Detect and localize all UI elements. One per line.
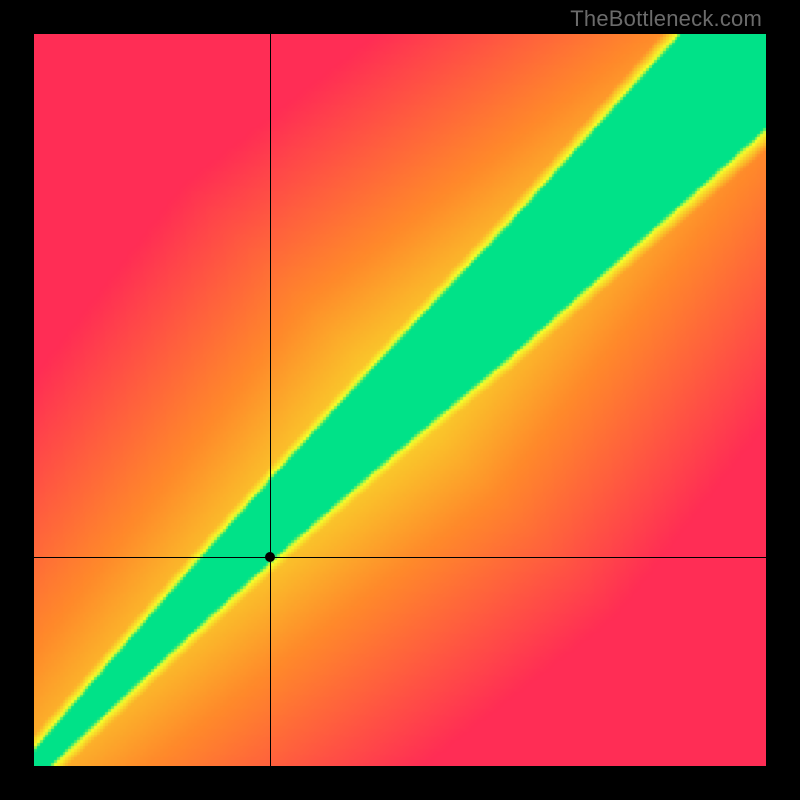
heatmap-canvas [34,34,766,766]
chart-container: { "watermark": "TheBottleneck.com", "cha… [0,0,800,800]
crosshair-vertical [270,34,271,766]
crosshair-horizontal [34,557,766,558]
watermark-text: TheBottleneck.com [570,6,762,32]
heatmap-plot [34,34,766,766]
crosshair-point [265,552,275,562]
